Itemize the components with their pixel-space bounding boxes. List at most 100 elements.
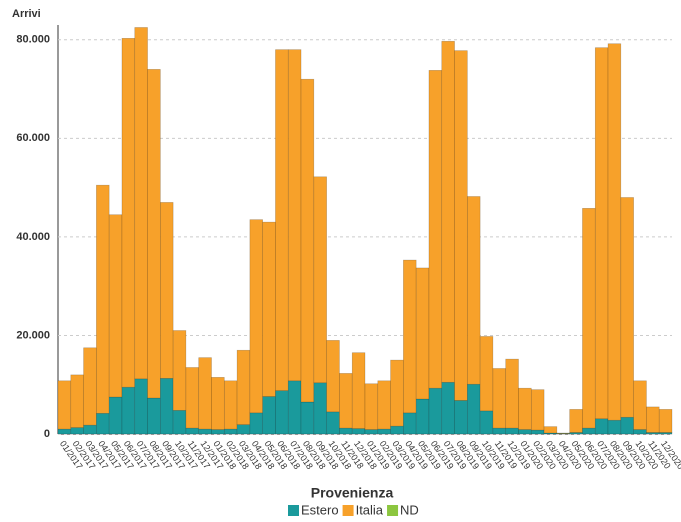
- bar-segment: [595, 48, 608, 419]
- bar-segment: [352, 429, 365, 434]
- bar-segment: [212, 430, 225, 434]
- bar-segment: [442, 382, 455, 434]
- bar-segment: [621, 417, 634, 434]
- bar-segment: [160, 378, 173, 434]
- bar-segment: [442, 41, 455, 382]
- bar-segment: [173, 331, 186, 411]
- bar-segment: [58, 381, 71, 429]
- y-tick-label: 60.000: [16, 132, 50, 144]
- bar-segment: [148, 69, 161, 398]
- bar-segment: [608, 44, 621, 420]
- legend-label: ND: [400, 502, 419, 517]
- bar-segment: [199, 429, 212, 434]
- bar-segment: [493, 368, 506, 428]
- bar-segment: [301, 402, 314, 434]
- y-axis-label: Arrivi: [12, 8, 41, 20]
- legend-swatch: [387, 505, 398, 516]
- bar-segment: [455, 400, 468, 434]
- bar-segment: [429, 388, 442, 434]
- bar-segment: [301, 79, 314, 402]
- bar-segment: [519, 430, 532, 434]
- bar-segment: [314, 383, 327, 434]
- bar-segment: [659, 409, 672, 432]
- bar-segment: [378, 381, 391, 429]
- bar-segment: [135, 379, 148, 434]
- bar-segment: [582, 208, 595, 428]
- legend-swatch: [288, 505, 299, 516]
- bar-segment: [531, 390, 544, 430]
- bar-segment: [519, 388, 532, 429]
- bar-segment: [263, 397, 276, 434]
- bar-segment: [339, 373, 352, 428]
- bar-segment: [327, 340, 340, 411]
- bar-segment: [263, 222, 276, 396]
- bar-segment: [275, 391, 288, 434]
- bar-segment: [224, 429, 237, 434]
- bar-segment: [403, 413, 416, 434]
- bar-segment: [148, 398, 161, 434]
- bar-segment: [109, 397, 122, 434]
- bar-segment: [506, 428, 519, 434]
- bar-segment: [467, 384, 480, 434]
- bar-segment: [365, 430, 378, 434]
- bar-segment: [455, 51, 468, 401]
- bar-segment: [135, 27, 148, 378]
- bar-segment: [250, 220, 263, 413]
- bar-segment: [608, 420, 621, 434]
- y-tick-label: 80.000: [16, 34, 50, 46]
- bar-segment: [186, 428, 199, 434]
- bar-segment: [96, 413, 109, 434]
- bar-segment: [544, 427, 557, 433]
- bar-segment: [84, 425, 97, 434]
- bar-segment: [429, 70, 442, 388]
- bar-segment: [391, 426, 404, 434]
- bar-segment: [416, 399, 429, 434]
- bar-segment: [237, 425, 250, 434]
- bar-segment: [71, 428, 84, 434]
- legend-swatch: [343, 505, 354, 516]
- bar-segment: [531, 430, 544, 434]
- legend-label: Italia: [356, 502, 384, 517]
- bar-segment: [173, 410, 186, 434]
- bar-segment: [122, 38, 135, 387]
- legend-label: Estero: [301, 502, 339, 517]
- bar-segment: [186, 367, 199, 428]
- bar-segment: [352, 353, 365, 429]
- bar-segment: [96, 185, 109, 413]
- bar-segment: [403, 260, 416, 413]
- bar-segment: [58, 429, 71, 434]
- legend-title: Provenienza: [311, 485, 394, 501]
- bar-segment: [467, 196, 480, 384]
- bar-segment: [634, 381, 647, 430]
- bar-segment: [493, 428, 506, 434]
- bar-segment: [275, 50, 288, 391]
- bar-segment: [288, 50, 301, 381]
- bar-segment: [327, 412, 340, 434]
- bar-segment: [570, 409, 583, 432]
- bar-segment: [391, 360, 404, 426]
- bar-segment: [250, 413, 263, 434]
- bar-segment: [621, 197, 634, 417]
- bar-segment: [595, 419, 608, 434]
- bar-segment: [314, 177, 327, 383]
- bar-segment: [84, 348, 97, 425]
- bar-segment: [212, 377, 225, 429]
- bar-segment: [237, 350, 250, 424]
- bar-segment: [378, 429, 391, 434]
- bar-segment: [109, 215, 122, 397]
- bar-segment: [199, 358, 212, 429]
- y-tick-label: 0: [44, 428, 50, 440]
- bar-segment: [160, 202, 173, 378]
- bar-segment: [582, 428, 595, 434]
- bar-segment: [480, 411, 493, 434]
- bar-segment: [416, 268, 429, 399]
- bar-segment: [224, 381, 237, 429]
- bar-segment: [288, 381, 301, 434]
- bar-segment: [646, 407, 659, 433]
- bar-segment: [506, 359, 519, 428]
- y-tick-label: 20.000: [16, 329, 50, 341]
- bar-segment: [480, 336, 493, 410]
- bar-segment: [122, 387, 135, 434]
- bar-segment: [365, 384, 378, 430]
